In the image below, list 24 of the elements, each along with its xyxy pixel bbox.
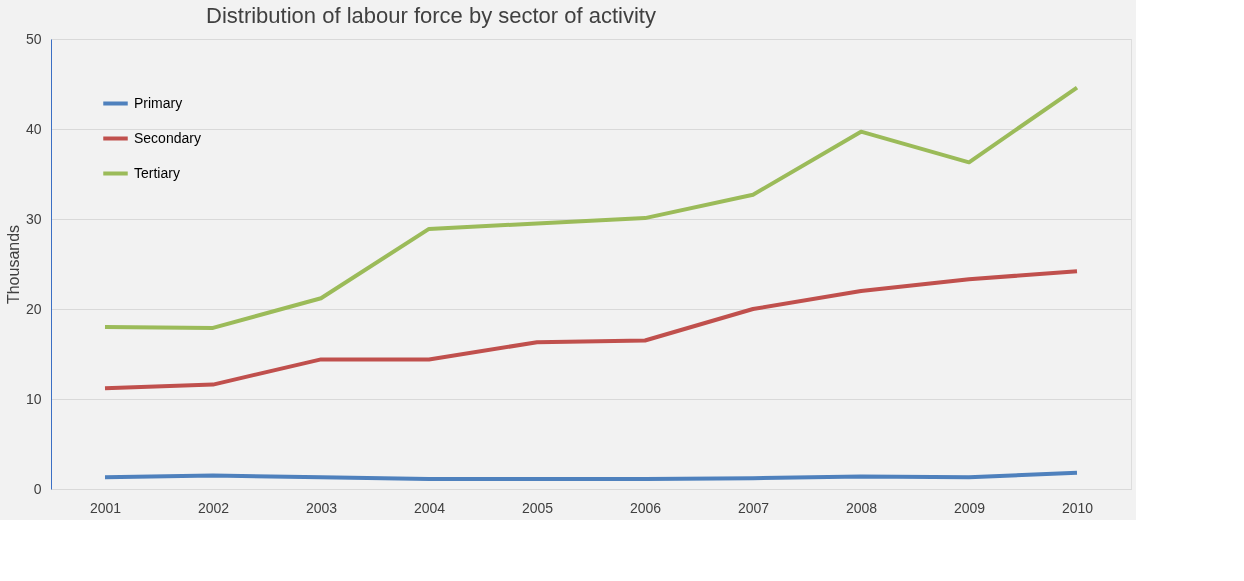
x-tick-label: 2006 — [629, 499, 662, 516]
x-tick-label: 2005 — [521, 499, 554, 516]
y-tick-label: 30 — [25, 210, 42, 227]
y-tick-label: 40 — [25, 120, 42, 137]
line-series — [103, 470, 1079, 482]
x-tick-label: 2002 — [197, 499, 230, 516]
y-tick-label: 0 — [33, 480, 42, 497]
line-series — [103, 85, 1079, 330]
y-axis-title: Thousands — [4, 224, 22, 305]
x-tick-label: 2003 — [305, 499, 338, 516]
x-tick-label: 2004 — [413, 499, 446, 516]
line-series — [103, 269, 1079, 391]
legend-label: Primary — [134, 94, 183, 111]
x-tick-label: 2008 — [845, 499, 878, 516]
x-tick-label: 2010 — [1061, 499, 1094, 516]
chart-title: Distribution of labour force by sector of activity — [206, 3, 656, 28]
y-tick-label: 10 — [25, 390, 42, 407]
x-tick-label: 2001 — [89, 499, 122, 516]
y-tick-label: 50 — [25, 30, 42, 47]
y-tick-label: 20 — [25, 300, 42, 317]
legend-label: Secondary — [134, 129, 201, 146]
legend-label: Tertiary — [134, 164, 180, 181]
x-tick-label: 2009 — [953, 499, 986, 516]
x-tick-label: 2007 — [737, 499, 770, 516]
